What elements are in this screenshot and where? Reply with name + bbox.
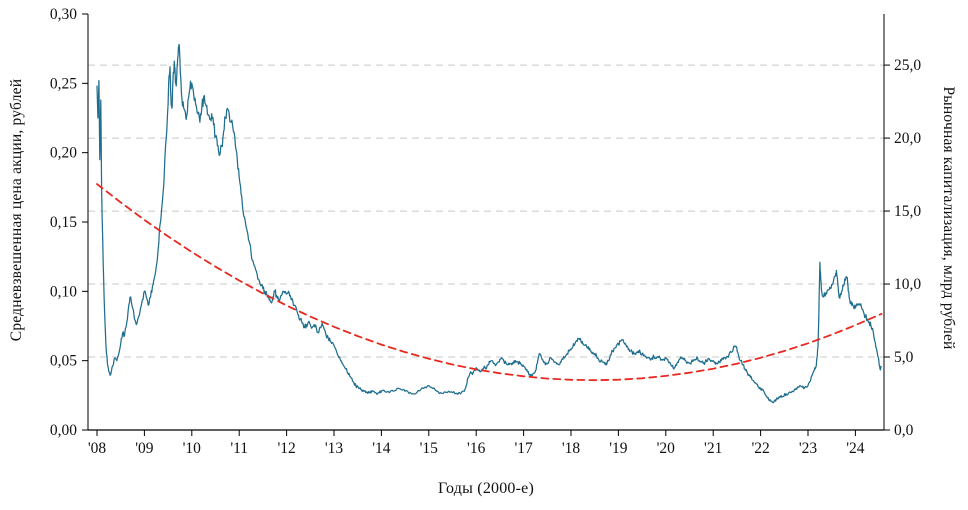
x-tick-label: '10	[183, 440, 202, 457]
x-tick-label: '12	[277, 440, 295, 457]
y-right-tick-label: 5,0	[894, 349, 914, 366]
y-right-tick-label: 10,0	[894, 276, 921, 293]
price-series-line	[96, 43, 882, 404]
x-tick-label: '24	[846, 440, 865, 457]
x-tick-label: '09	[135, 440, 154, 457]
right-axis-title: Рыночная капитализация, млрд рублей	[940, 86, 957, 350]
left-axis-title: Средневзвешенная цена акции, рублей	[8, 78, 25, 342]
y-right-tick-label: 25,0	[894, 57, 921, 74]
x-tick-label: '20	[657, 440, 676, 457]
y-left-tick-label: 0,30	[50, 6, 77, 23]
x-tick-label: '18	[562, 440, 581, 457]
x-tick-label: '15	[420, 440, 439, 457]
y-left-tick-label: 0,25	[50, 75, 77, 92]
x-tick-label: '14	[372, 440, 391, 457]
x-tick-label: '16	[467, 440, 486, 457]
y-left-tick-label: 0,00	[50, 422, 77, 439]
x-tick-label: '17	[514, 440, 533, 457]
x-tick-label: '13	[325, 440, 344, 457]
x-tick-label: '08	[88, 440, 107, 457]
x-tick-label: '21	[704, 440, 722, 457]
y-left-tick-label: 0,15	[50, 214, 77, 231]
y-right-tick-label: 0,0	[894, 422, 914, 439]
x-tick-label: '22	[751, 440, 769, 457]
x-tick-label: '11	[230, 440, 248, 457]
y-left-tick-label: 0,10	[50, 283, 77, 300]
y-left-tick-label: 0,05	[50, 353, 77, 370]
y-right-tick-label: 20,0	[894, 130, 921, 147]
x-tick-label: '23	[799, 440, 818, 457]
y-left-tick-label: 0,20	[50, 145, 77, 162]
x-tick-label: '19	[609, 440, 628, 457]
trend-series-line	[96, 183, 883, 382]
y-right-tick-label: 15,0	[894, 203, 921, 220]
x-axis-title: Годы (2000-е)	[438, 480, 534, 497]
